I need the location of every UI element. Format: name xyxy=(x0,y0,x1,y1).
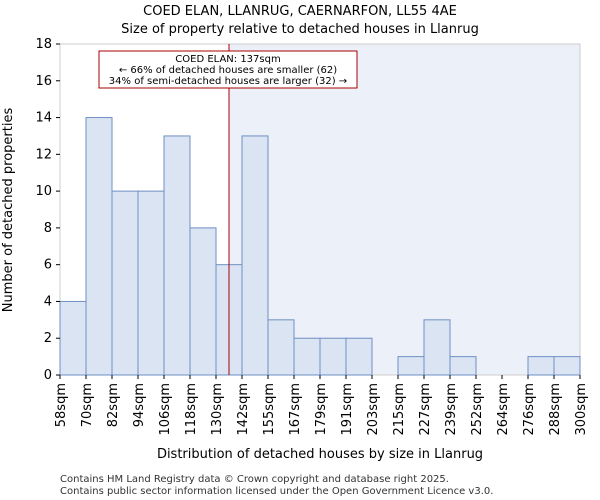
x-tick-label-155sqm: 155sqm xyxy=(262,383,277,436)
y-tick-label-4: 4 xyxy=(44,294,52,309)
annotation-line-1: COED ELAN: 137sqm xyxy=(175,54,280,65)
y-tick-label-16: 16 xyxy=(35,74,52,89)
x-tick-label-252sqm: 252sqm xyxy=(470,383,485,436)
bar-94sqm xyxy=(137,190,165,376)
bar-276sqm xyxy=(527,356,555,376)
x-tick-label-215sqm: 215sqm xyxy=(392,383,407,436)
bar-167sqm xyxy=(293,337,321,376)
y-tick-label-10: 10 xyxy=(35,184,52,199)
y-axis-label: Number of detached properties xyxy=(1,108,16,313)
bar-58sqm xyxy=(59,300,87,376)
bar-142sqm xyxy=(241,135,269,376)
bar-118sqm xyxy=(189,227,217,376)
x-tick-label-179sqm: 179sqm xyxy=(314,383,329,436)
x-tick-label-288sqm: 288sqm xyxy=(548,383,563,436)
y-tick-label-12: 12 xyxy=(35,147,52,162)
footer-line-2: Contains public sector information licen… xyxy=(60,486,493,497)
y-tick-label-2: 2 xyxy=(44,331,52,346)
bar-227sqm xyxy=(423,319,451,376)
x-tick-label-70sqm: 70sqm xyxy=(80,383,95,427)
x-tick-label-239sqm: 239sqm xyxy=(444,383,459,436)
x-tick-label-106sqm: 106sqm xyxy=(158,383,173,436)
x-tick-label-191sqm: 191sqm xyxy=(340,383,355,436)
bar-215sqm xyxy=(397,356,425,376)
annotation-line-2: ← 66% of detached houses are smaller (62… xyxy=(119,65,337,76)
bar-70sqm xyxy=(85,117,113,376)
x-tick-label-300sqm: 300sqm xyxy=(574,383,589,436)
x-tick-label-118sqm: 118sqm xyxy=(184,383,199,436)
y-tick-label-18: 18 xyxy=(35,37,52,52)
x-tick-label-203sqm: 203sqm xyxy=(366,383,381,436)
x-tick-label-94sqm: 94sqm xyxy=(132,383,147,427)
bar-82sqm xyxy=(111,190,139,376)
x-tick-label-142sqm: 142sqm xyxy=(236,383,251,436)
bar-155sqm xyxy=(267,319,295,376)
x-tick-label-58sqm: 58sqm xyxy=(54,383,69,427)
bar-191sqm xyxy=(345,337,373,376)
chart-subtitle: Size of property relative to detached ho… xyxy=(121,22,479,37)
footer-line-1: Contains HM Land Registry data © Crown c… xyxy=(60,474,449,485)
x-tick-label-82sqm: 82sqm xyxy=(106,383,121,427)
y-tick-label-8: 8 xyxy=(44,221,52,236)
annotation-line-3: 34% of semi-detached houses are larger (… xyxy=(109,76,347,87)
x-axis-label: Distribution of detached houses by size … xyxy=(157,447,483,462)
annotation-box xyxy=(98,50,358,89)
y-tick-label-0: 0 xyxy=(44,368,52,383)
y-tick-label-14: 14 xyxy=(35,111,52,126)
x-tick-label-167sqm: 167sqm xyxy=(288,383,303,436)
x-tick-label-264sqm: 264sqm xyxy=(496,383,511,436)
x-tick-label-276sqm: 276sqm xyxy=(522,383,537,436)
bar-288sqm xyxy=(553,356,581,376)
x-tick-label-227sqm: 227sqm xyxy=(418,383,433,436)
bar-179sqm xyxy=(319,337,347,376)
plot-area: 0 2 4 6 8 10 12 14 16 18 58sqm 70sqm 82sqm 94sqm 106sq… xyxy=(35,37,589,436)
y-tick-label-6: 6 xyxy=(44,258,52,273)
chart-title: COED ELAN, LLANRUG, CAERNARFON, LL55 4AE xyxy=(143,4,457,19)
bar-106sqm xyxy=(163,135,191,376)
bar-239sqm xyxy=(449,356,477,376)
x-tick-label-130sqm: 130sqm xyxy=(210,383,225,436)
